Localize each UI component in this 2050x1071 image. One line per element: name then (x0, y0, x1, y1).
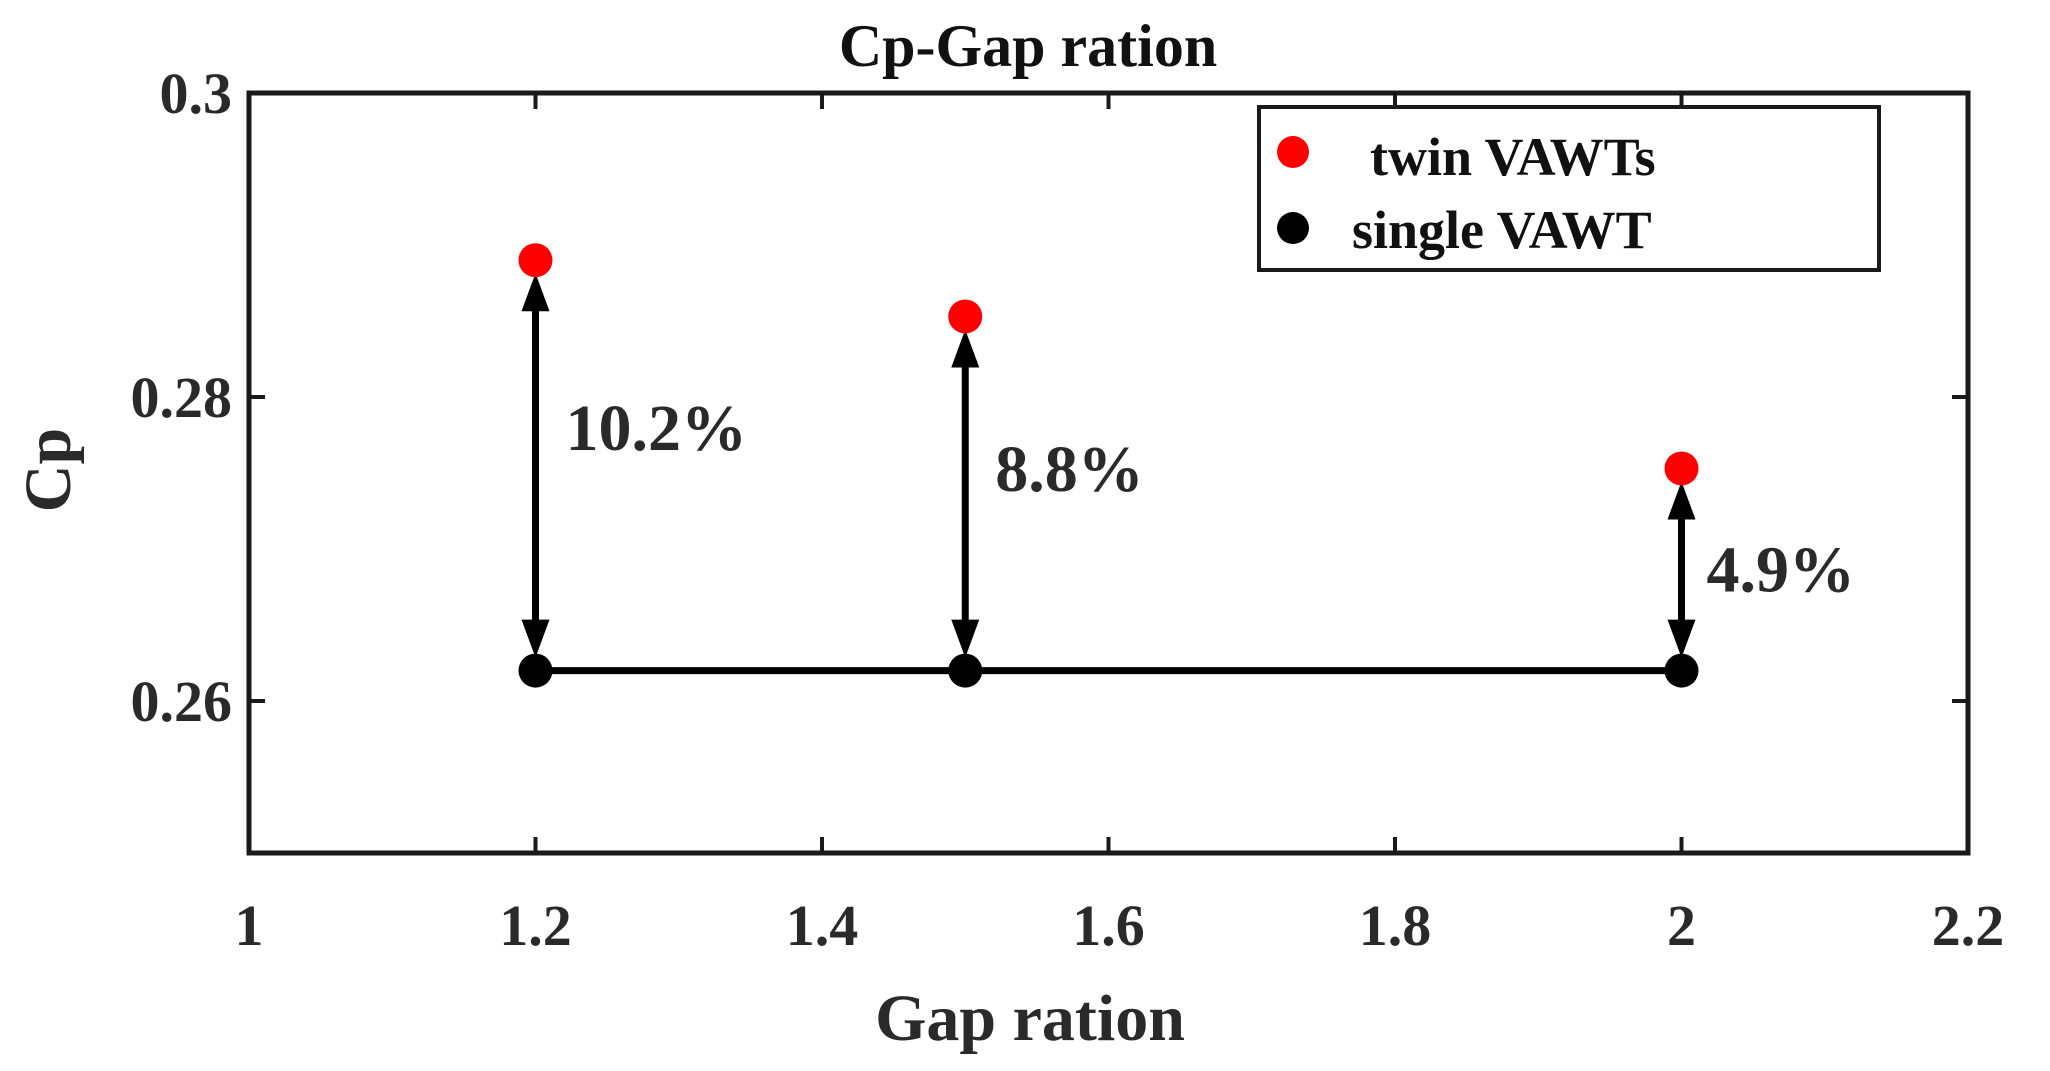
y-axis-ticks: 0.26 0.28 0.3 (131, 61, 1968, 734)
legend-marker-twin (1277, 136, 1309, 168)
percentage-annotations: 10.2% 8.8% 4.9% (566, 392, 1856, 606)
y-tick-label: 0.28 (131, 365, 233, 430)
y-axis-label: Cp (12, 428, 85, 512)
x-tick-label: 1.8 (1359, 893, 1432, 958)
data-points (518, 243, 1699, 688)
x-tick-label: 1.2 (499, 893, 572, 958)
arrow-head-up (1667, 481, 1696, 520)
percentage-label: 4.9% (1707, 534, 1856, 607)
legend-label-twin: twin VAWTs (1370, 127, 1656, 187)
x-tick-label: 2.2 (1932, 893, 2005, 958)
percentage-label: 10.2% (566, 392, 748, 465)
legend-label-single: single VAWT (1352, 200, 1652, 260)
arrow-head-up (521, 273, 550, 312)
arrow-head-down (951, 619, 980, 658)
x-tick-label: 1.4 (786, 893, 859, 958)
chart-title: Cp-Gap ration (839, 13, 1217, 79)
twin-vawt-point (948, 299, 983, 334)
x-tick-label: 1 (235, 893, 264, 958)
twin-vawt-point (1664, 451, 1699, 486)
legend: twin VAWTs single VAWT (1257, 105, 1881, 272)
arrow-head-up (951, 329, 980, 368)
percentage-label: 8.8% (995, 433, 1144, 506)
x-tick-label: 2 (1667, 893, 1696, 958)
single-vawt-point (1664, 653, 1699, 688)
twin-vawt-point (518, 243, 553, 278)
x-axis-ticks: 1 1.2 1.4 1.6 1.8 2 2.2 (235, 93, 2005, 958)
x-tick-label: 1.6 (1072, 893, 1145, 958)
y-tick-label: 0.3 (160, 61, 233, 126)
arrow-head-down (521, 619, 550, 658)
x-axis-label: Gap ration (875, 982, 1185, 1055)
arrow-head-down (1667, 619, 1696, 658)
difference-arrows (521, 273, 1696, 658)
y-tick-label: 0.26 (131, 669, 233, 734)
single-vawt-point (518, 653, 553, 688)
legend-marker-single (1277, 212, 1309, 244)
legend-box (1257, 105, 1881, 272)
single-vawt-point (948, 653, 983, 688)
